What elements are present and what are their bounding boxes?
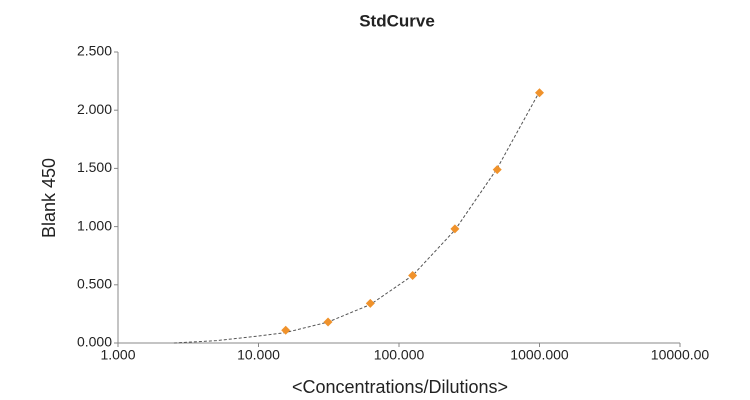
data-point (323, 317, 333, 327)
data-point (450, 224, 460, 234)
y-tick-label: 0.500 (77, 276, 112, 292)
x-tick-label: 1.000 (100, 347, 135, 363)
x-tick-label: 100.000 (374, 347, 425, 363)
x-tick-label: 1000.000 (510, 347, 569, 363)
y-tick-label: 2.000 (77, 101, 112, 117)
x-tick-label: 10.000 (237, 347, 280, 363)
data-point (492, 165, 502, 175)
y-axis-label: Blank 450 (39, 158, 59, 238)
data-point (535, 88, 544, 98)
data-point (408, 270, 418, 280)
fit-line (173, 91, 540, 344)
x-tick-label: 10000.00 (651, 347, 710, 363)
y-tick-label: 1.500 (77, 159, 112, 175)
y-tick-label: 2.500 (77, 43, 112, 59)
data-point (281, 325, 291, 335)
chart-title: StdCurve (359, 11, 435, 30)
y-tick-label: 0.000 (77, 334, 112, 350)
y-tick-label: 1.000 (77, 217, 112, 233)
x-axis-label: <Concentrations/Dilutions> (292, 377, 508, 397)
data-point (365, 298, 375, 308)
